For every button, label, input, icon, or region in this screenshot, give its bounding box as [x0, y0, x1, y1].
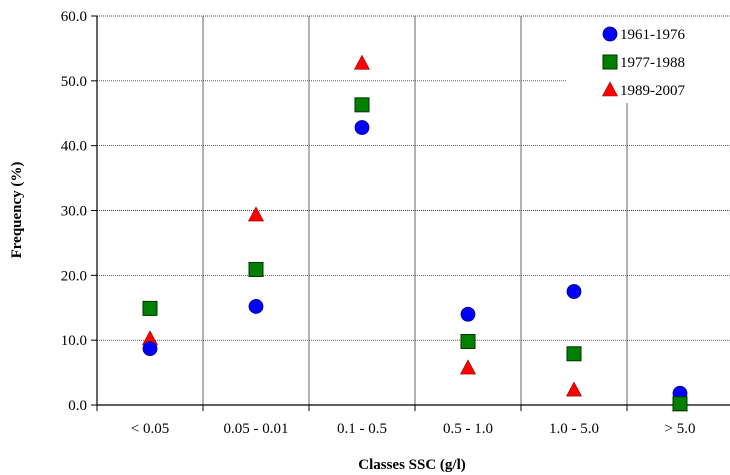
- legend-marker-triangle: [601, 81, 619, 97]
- x-tick-label: < 0.05: [131, 421, 169, 437]
- legend-marker-square: [602, 54, 618, 70]
- x-tick-label: 0.5 - 1.0: [443, 421, 493, 437]
- data-point-square: [460, 333, 476, 349]
- legend-label: 1977-1988: [620, 55, 685, 71]
- x-tick-labels: < 0.05 0.05 - 0.01 0.1 - 0.5 0.5 - 1.0 1.0 -…: [131, 421, 696, 437]
- data-point-square: [672, 396, 688, 412]
- y-tick-label: 0.0: [68, 398, 87, 414]
- y-tick-label: 20.0: [61, 268, 87, 284]
- data-point-circle: [354, 120, 370, 135]
- data-point-triangle: [565, 381, 583, 397]
- legend-label: 1989-2007: [620, 83, 685, 99]
- grid-lines: [97, 15, 730, 405]
- data-point-circle: [248, 299, 264, 314]
- axes: [91, 15, 730, 411]
- legend: 1961-1976 1977-1988 1989-2007: [601, 26, 685, 99]
- x-tick-label: 0.1 - 0.5: [337, 421, 387, 437]
- x-axis-title: Classes SSC (g/l): [358, 457, 466, 473]
- legend-label: 1961-1976: [620, 27, 685, 43]
- data-point-square: [354, 97, 370, 113]
- x-tick-label: 1.0 - 5.0: [549, 421, 599, 437]
- data-point-circle: [460, 306, 476, 322]
- y-tick-labels: 0.0 10.0 20.0 30.0 40.0 50.0 60.0: [61, 9, 87, 414]
- y-tick-label: 10.0: [61, 333, 87, 349]
- y-tick-label: 40.0: [61, 139, 87, 155]
- data-point-square: [142, 300, 158, 316]
- data-point-square: [248, 261, 264, 277]
- data-point-circle: [142, 341, 158, 356]
- x-tick-label: 0.05 - 0.01: [224, 421, 289, 437]
- y-tick-label: 60.0: [61, 9, 87, 25]
- x-tick-label: > 5.0: [665, 421, 696, 437]
- data-point-triangle: [353, 54, 371, 70]
- data-point-circle: [566, 284, 582, 299]
- data-point-triangle: [247, 206, 265, 222]
- data-points: [141, 54, 689, 412]
- y-tick-label: 50.0: [61, 74, 87, 90]
- legend-marker-circle: [602, 26, 618, 42]
- y-tick-label: 30.0: [61, 204, 87, 220]
- data-point-square: [566, 346, 582, 362]
- data-point-triangle: [459, 359, 477, 375]
- y-axis-title: Frequency (%): [9, 162, 25, 259]
